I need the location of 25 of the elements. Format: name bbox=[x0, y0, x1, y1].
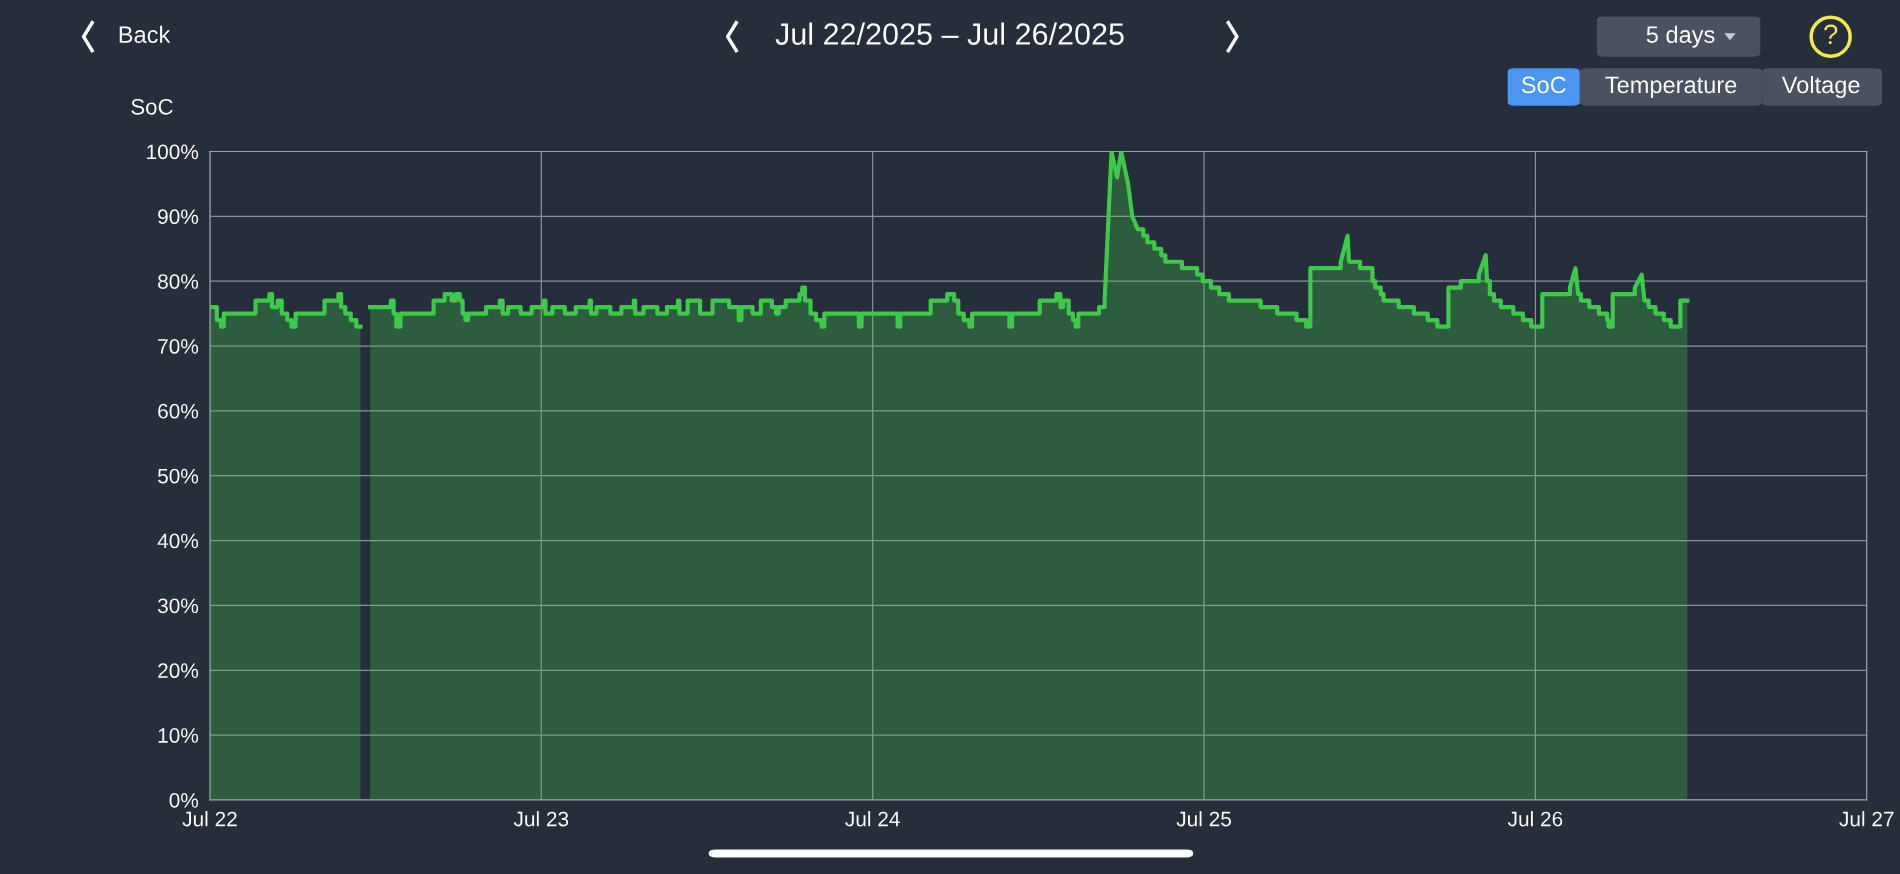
x-tick-label: Jul 27 bbox=[1839, 811, 1894, 827]
y-tick-label: 80% bbox=[158, 274, 199, 289]
y-tick-label: 90% bbox=[158, 209, 199, 225]
y-tick-label: 30% bbox=[157, 598, 199, 614]
chart-title: Jul 22/2025 – Jul 26/2025 bbox=[775, 22, 1124, 45]
text: Back bbox=[119, 25, 171, 44]
x-tick-label: Jul 25 bbox=[1176, 811, 1231, 827]
y-tick-label: 10% bbox=[158, 728, 199, 743]
y-tick-label: 20% bbox=[158, 663, 199, 679]
y-tick-label: 70% bbox=[158, 339, 199, 354]
text: Voltage bbox=[1781, 75, 1860, 98]
x-tick-label: Jul 23 bbox=[513, 811, 569, 827]
text: Temperature bbox=[1605, 76, 1737, 98]
y-tick-label: 0% bbox=[169, 792, 199, 808]
y-axis-title: SoC bbox=[131, 98, 173, 115]
y-tick-label: 40% bbox=[157, 533, 199, 549]
y-tick-label: 50% bbox=[157, 468, 199, 484]
y-tick-label: 100% bbox=[147, 144, 199, 160]
text: ? bbox=[1824, 24, 1838, 44]
x-tick-label: Jul 24 bbox=[845, 811, 900, 827]
x-tick-label: Jul 26 bbox=[1507, 811, 1563, 827]
text: SoC bbox=[1521, 76, 1566, 94]
x-tick-label: Jul 22 bbox=[182, 811, 237, 827]
y-tick-label: 60% bbox=[158, 403, 199, 419]
text: 5 days bbox=[1646, 25, 1715, 48]
